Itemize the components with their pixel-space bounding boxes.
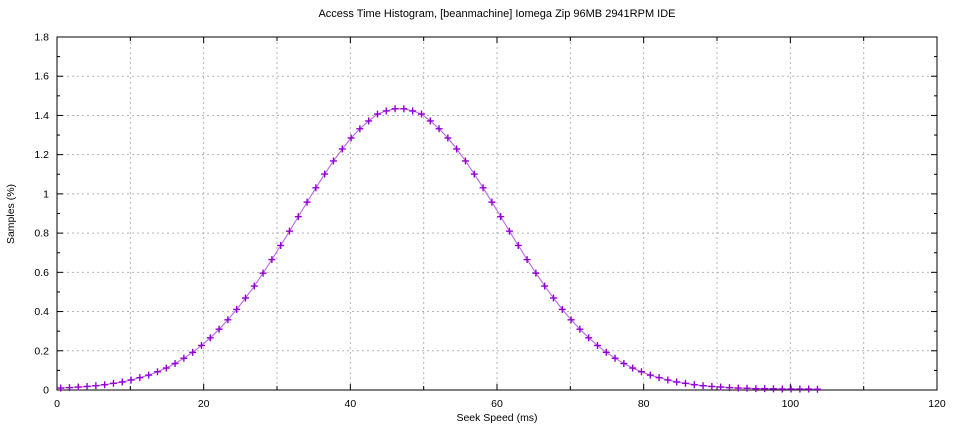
axis-border (56, 36, 938, 391)
chart-title: Access Time Histogram, [beanmachine] Iom… (318, 8, 676, 20)
series-line (60, 108, 818, 390)
y-tick-label: 0 (43, 385, 49, 397)
x-tick-label: 80 (638, 398, 650, 410)
y-tick-label: 0.2 (34, 345, 49, 357)
y-tick-label: 1.6 (34, 71, 49, 83)
x-tick-label: 120 (928, 398, 946, 410)
x-tick-label: 60 (491, 398, 503, 410)
y-tick-label: 0.8 (34, 228, 49, 240)
x-tick-label: 100 (782, 398, 800, 410)
grid-lines (57, 37, 937, 390)
y-tick-label: 0.4 (34, 306, 49, 318)
y-tick-label: 1.4 (34, 110, 49, 122)
x-tick-label: 40 (344, 398, 356, 410)
x-axis-label: Seek Speed (ms) (456, 412, 538, 424)
y-tick-label: 1.8 (34, 32, 49, 44)
series-group (57, 105, 821, 393)
plot-border (56, 36, 938, 391)
tick-labels: 0 20 40 60 80 100 120 0 0.2 0.4 0.6 0.8 1 1.2 1.4 1.6 1.… (34, 32, 946, 411)
y-tick-label: 0.6 (34, 267, 49, 279)
y-tick-label: 1.2 (34, 149, 49, 161)
series-markers (57, 105, 821, 393)
x-tick-label: 0 (54, 398, 60, 410)
x-tick-label: 20 (198, 398, 210, 410)
y-tick-label: 1 (43, 188, 49, 200)
